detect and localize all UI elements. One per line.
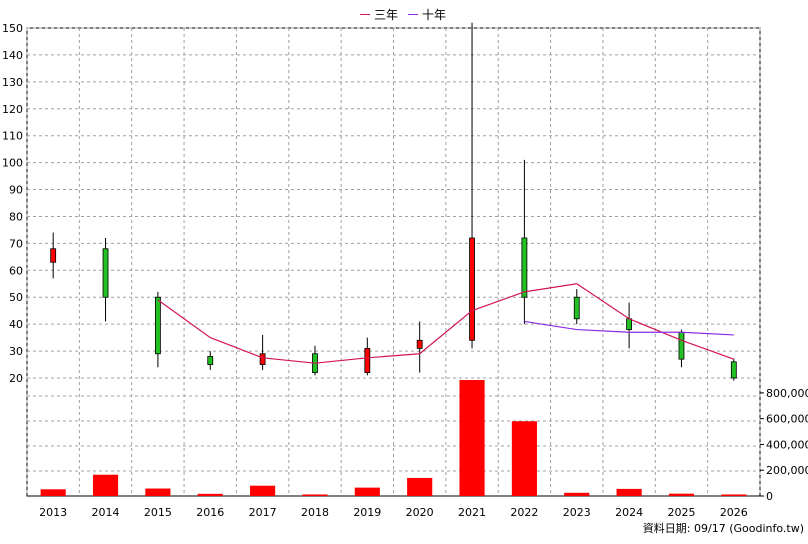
legend-item-three-year: 三年 [360, 6, 398, 23]
volume-bar [40, 489, 66, 496]
x-tick-label: 2024 [615, 506, 643, 519]
x-tick-label: 2021 [458, 506, 486, 519]
volume-bar [145, 488, 171, 496]
volume-bar [250, 485, 276, 496]
volume-bar [197, 493, 223, 496]
volume-bar [616, 488, 642, 496]
three-year-line [157, 283, 735, 364]
price-tick-label: 120 [2, 103, 23, 116]
x-tick-label: 2019 [353, 506, 381, 519]
x-tick-label: 2013 [39, 506, 67, 519]
x-tick-label: 2026 [720, 506, 748, 519]
volume-bar [92, 474, 119, 496]
candle-body [678, 331, 685, 360]
price-tick-label: 40 [9, 318, 23, 331]
volume-bar [668, 493, 695, 496]
x-tick-label: 2020 [406, 506, 434, 519]
data-date-footer: 資料日期: 09/17 (Goodinfo.tw) [642, 522, 804, 535]
legend-label-ten-year: 十年 [422, 8, 447, 22]
price-tick-label: 80 [9, 210, 23, 223]
price-tick-label: 100 [2, 157, 23, 170]
volume-bar [721, 494, 747, 496]
candle-body [50, 248, 57, 263]
ten-year-line [524, 320, 734, 336]
x-tick-label: 2015 [144, 506, 172, 519]
volume-tick-label: 200,000 [766, 464, 808, 477]
x-tick-label: 2017 [249, 506, 277, 519]
volume-bar [459, 380, 485, 496]
candle-body [469, 237, 475, 341]
price-tick-label: 140 [2, 49, 23, 62]
price-tick-label: 150 [2, 22, 23, 35]
volume-tick-label: 600,000 [766, 413, 808, 426]
price-tick-label: 50 [9, 291, 23, 304]
price-tick-label: 70 [9, 237, 23, 250]
candle-body [259, 353, 266, 365]
candle-body [207, 356, 214, 365]
x-tick-label: 2025 [667, 506, 695, 519]
candle-body [626, 318, 633, 330]
candle-body [416, 339, 423, 349]
candle-body [573, 296, 580, 320]
volume-bar [302, 494, 328, 496]
x-tick-label: 2018 [301, 506, 329, 519]
price-tick-label: 130 [2, 76, 23, 89]
volume-tick-label: 0 [766, 490, 773, 503]
volume-tick-label: 800,000 [766, 387, 808, 400]
price-tick-label: 110 [2, 130, 23, 143]
legend-item-ten-year: 十年 [408, 6, 446, 23]
x-tick-label: 2023 [563, 506, 591, 519]
volume-bar [354, 487, 380, 496]
candle-body [154, 296, 161, 355]
volume-bar [407, 477, 433, 496]
price-tick-label: 90 [9, 184, 23, 197]
x-tick-label: 2016 [196, 506, 224, 519]
volume-bar [564, 492, 590, 496]
price-tick-label: 30 [9, 345, 23, 358]
price-tick-label: 20 [9, 372, 23, 385]
legend: 三年 十年 [360, 6, 446, 23]
candle-body [730, 361, 737, 379]
x-tick-label: 2022 [510, 506, 538, 519]
volume-bar [511, 421, 537, 496]
legend-swatch-three-year [360, 14, 370, 15]
candle-body [364, 347, 371, 374]
candle-body [102, 248, 109, 298]
price-tick-label: 60 [9, 264, 23, 277]
volume-tick-label: 400,000 [766, 438, 808, 451]
legend-label-three-year: 三年 [374, 8, 399, 22]
x-tick-label: 2014 [92, 506, 120, 519]
candle-body [521, 237, 528, 298]
legend-swatch-ten-year [408, 14, 419, 15]
